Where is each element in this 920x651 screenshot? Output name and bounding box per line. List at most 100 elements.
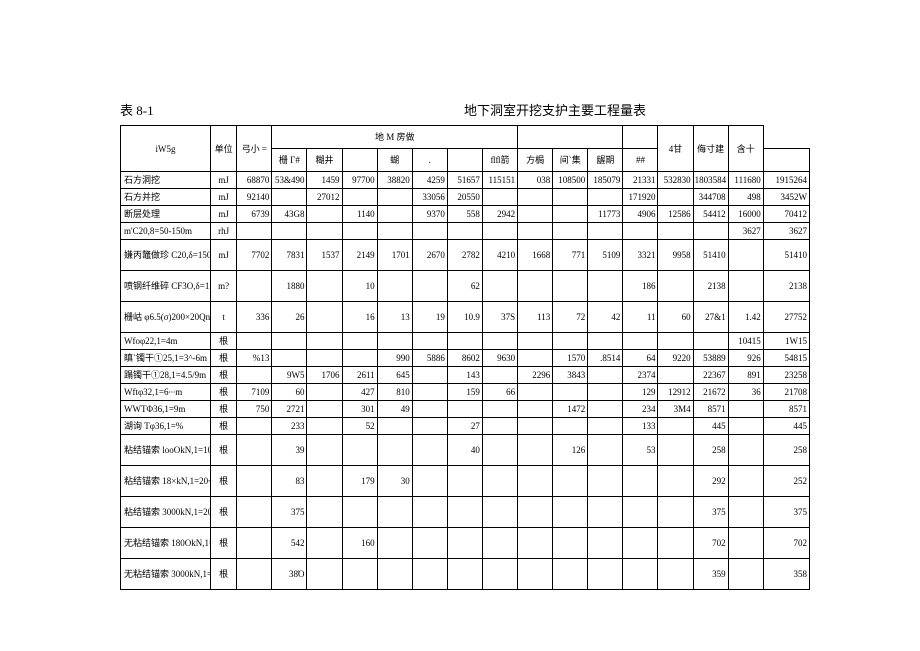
col-name: iW5g [121,126,211,172]
sub-col: 糊井 [307,149,342,172]
table-row: 蹋镯干①28,1=4.5/9m根9W5170626116451432296384… [121,367,810,384]
cell [412,384,447,401]
cell [412,367,447,384]
cell [412,497,447,528]
cell [658,418,693,435]
cell: 2296 [518,367,553,384]
cell [518,271,553,302]
cell: 7831 [272,240,307,271]
cell: 52 [342,418,377,435]
cell [658,367,693,384]
cell: 62 [447,271,482,302]
cell: 38820 [377,172,412,189]
cell: 542 [272,528,307,559]
row-unit: mJ [210,172,236,189]
cell [482,559,517,590]
cell [658,466,693,497]
cell: 66 [482,384,517,401]
title-row: 表 8-1 地下洞室开挖支护主要工程量表 [120,100,810,119]
cell: 445 [763,418,809,435]
cell: 26 [272,302,307,333]
sub-col: 蝴 [377,149,412,172]
cell [377,528,412,559]
cell [658,189,693,206]
cell: 4259 [412,172,447,189]
cell [623,497,658,528]
cell [518,418,553,435]
row-label: Wfoφ22,1=4m [121,333,211,350]
table-row: Wftφ32,1=6∙∙∙m根7109604278101596612912912… [121,384,810,401]
cell [623,528,658,559]
cell [307,384,342,401]
row-label: m'C20,8=50-150m [121,223,211,240]
row-label: 无粘结锚索 180OkN,1=2O-35m [121,528,211,559]
row-unit: rhJ [210,223,236,240]
cell: 12586 [658,206,693,223]
cell [588,497,623,528]
cell: 1880 [272,271,307,302]
cell: 344708 [693,189,728,206]
cell: 375 [272,497,307,528]
cell [412,528,447,559]
cell: 9958 [658,240,693,271]
col-total: 含十 [728,126,763,172]
cell: 108500 [553,172,588,189]
page: 表 8-1 地下洞室开挖支护主要工程量表 iW5g 单位 弓小 = 地 M 房做… [0,0,920,630]
row-unit: 根 [210,559,236,590]
cell [728,559,763,590]
row-label: 湖询 Tφ36,1=% [121,418,211,435]
cell: 233 [272,418,307,435]
cell [553,333,588,350]
cell: 427 [342,384,377,401]
cell [588,466,623,497]
cell: 750 [237,401,272,418]
cell: 43G8 [272,206,307,223]
cell [377,206,412,223]
cell [553,206,588,223]
table-row: 瞋`镯干①25,1=3^-6m根%139905886860296301570.8… [121,350,810,367]
cell: 2149 [342,240,377,271]
cell: 336 [237,302,272,333]
cell: 16000 [728,206,763,223]
table-row: 栅岵 φ6.5(σ)200×20Qnmt3362616131910.937S11… [121,302,810,333]
cell [553,418,588,435]
cell [658,223,693,240]
cell [623,333,658,350]
cell [237,497,272,528]
cell: 1803584 [693,172,728,189]
cell: 3321 [623,240,658,271]
cell: 3627 [763,223,809,240]
cell: 1668 [518,240,553,271]
cell: 51657 [447,172,482,189]
cell: 39 [272,435,307,466]
row-label: 栅岵 φ6.5(σ)200×20Qnm [121,302,211,333]
cell: 7702 [237,240,272,271]
cell: 11 [623,302,658,333]
cell [728,271,763,302]
cell: 702 [763,528,809,559]
cell [588,223,623,240]
cell [482,367,517,384]
cell [658,435,693,466]
cell: 53&490 [272,172,307,189]
cell [553,384,588,401]
cell [307,418,342,435]
cell [588,559,623,590]
cell [588,418,623,435]
cell [482,333,517,350]
cell: 2670 [412,240,447,271]
sub-col: 方梮 [518,149,553,172]
cell: 1570 [553,350,588,367]
cell: 115151 [482,172,517,189]
cell [658,271,693,302]
cell: 2782 [447,240,482,271]
cell: 129 [623,384,658,401]
cell: 558 [447,206,482,223]
table-row: m'C20,8=50-150mrhJ36273627 [121,223,810,240]
row-label: 断层处理 [121,206,211,223]
cell: 5109 [588,240,623,271]
table-row: 无粘结锚索 180OkN,1=2O-35m根542160702702 [121,528,810,559]
cell: 20550 [447,189,482,206]
cell: 445 [693,418,728,435]
cell [728,528,763,559]
